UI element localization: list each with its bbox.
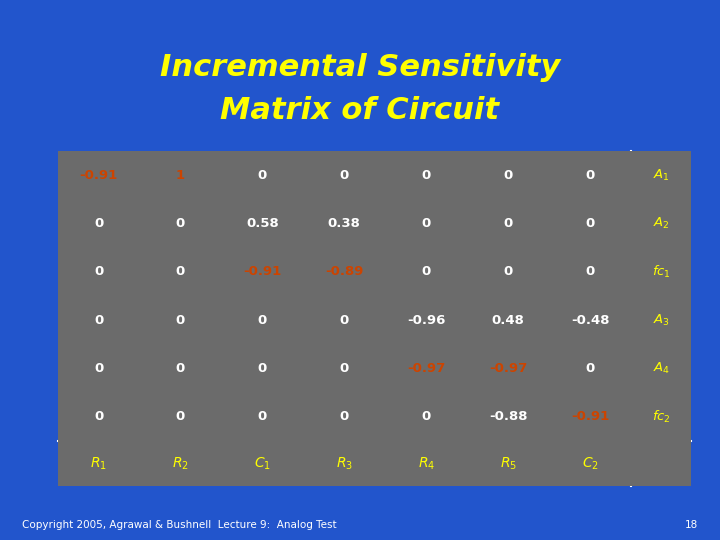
Text: 0: 0 bbox=[176, 265, 185, 278]
Text: 1: 1 bbox=[176, 169, 185, 182]
Text: $R_3$: $R_3$ bbox=[336, 455, 353, 471]
Text: $A_3$: $A_3$ bbox=[652, 313, 670, 328]
Text: 0: 0 bbox=[422, 169, 431, 182]
Text: -0.88: -0.88 bbox=[489, 410, 527, 423]
Text: 0: 0 bbox=[585, 362, 595, 375]
Text: 0: 0 bbox=[94, 217, 103, 230]
Text: $R_2$: $R_2$ bbox=[172, 455, 189, 471]
Text: 0: 0 bbox=[585, 217, 595, 230]
Text: 0: 0 bbox=[258, 362, 267, 375]
Text: 0: 0 bbox=[340, 314, 349, 327]
Text: $R_1$: $R_1$ bbox=[90, 455, 107, 471]
Text: -0.96: -0.96 bbox=[407, 314, 446, 327]
Text: $A_2$: $A_2$ bbox=[653, 216, 670, 231]
Text: 0: 0 bbox=[503, 217, 513, 230]
Text: 0: 0 bbox=[422, 410, 431, 423]
Text: Incremental Sensitivity: Incremental Sensitivity bbox=[160, 53, 560, 82]
Text: 0: 0 bbox=[258, 314, 267, 327]
Text: 0: 0 bbox=[422, 217, 431, 230]
Text: Copyright 2005, Agrawal & Bushnell  Lecture 9:  Analog Test: Copyright 2005, Agrawal & Bushnell Lectu… bbox=[22, 520, 336, 530]
Text: Matrix of Circuit: Matrix of Circuit bbox=[220, 96, 500, 125]
Text: 0: 0 bbox=[503, 265, 513, 278]
Text: 0: 0 bbox=[94, 410, 103, 423]
Text: -0.91: -0.91 bbox=[243, 265, 282, 278]
Text: 0: 0 bbox=[94, 265, 103, 278]
Text: $A_1$: $A_1$ bbox=[653, 168, 670, 183]
Text: 0: 0 bbox=[94, 362, 103, 375]
Text: 0: 0 bbox=[340, 410, 349, 423]
Text: -0.97: -0.97 bbox=[407, 362, 446, 375]
Text: $R_5$: $R_5$ bbox=[500, 455, 517, 471]
Text: 0: 0 bbox=[503, 169, 513, 182]
Text: -0.91: -0.91 bbox=[79, 169, 117, 182]
Text: -0.97: -0.97 bbox=[489, 362, 527, 375]
Text: 18: 18 bbox=[685, 520, 698, 530]
Text: $R_4$: $R_4$ bbox=[418, 455, 435, 471]
Text: 0: 0 bbox=[422, 265, 431, 278]
Text: 0: 0 bbox=[585, 169, 595, 182]
Text: 0: 0 bbox=[258, 410, 267, 423]
Text: 0: 0 bbox=[176, 362, 185, 375]
Text: $A_4$: $A_4$ bbox=[652, 361, 670, 376]
Text: -0.48: -0.48 bbox=[571, 314, 609, 327]
Text: 0: 0 bbox=[340, 362, 349, 375]
Text: $C_2$: $C_2$ bbox=[582, 455, 598, 471]
Text: 0: 0 bbox=[176, 410, 185, 423]
Text: 0: 0 bbox=[340, 169, 349, 182]
Text: 0: 0 bbox=[94, 314, 103, 327]
Text: $fc_1$: $fc_1$ bbox=[652, 264, 670, 280]
Text: 0: 0 bbox=[258, 169, 267, 182]
Text: -0.89: -0.89 bbox=[325, 265, 364, 278]
Text: 0: 0 bbox=[176, 314, 185, 327]
Text: 0: 0 bbox=[176, 217, 185, 230]
Text: 0: 0 bbox=[585, 265, 595, 278]
Text: 0.38: 0.38 bbox=[328, 217, 361, 230]
Text: $fc_2$: $fc_2$ bbox=[652, 409, 670, 425]
Text: 0.48: 0.48 bbox=[492, 314, 525, 327]
Text: 0.58: 0.58 bbox=[246, 217, 279, 230]
Text: -0.91: -0.91 bbox=[571, 410, 609, 423]
Text: $C_1$: $C_1$ bbox=[254, 455, 271, 471]
